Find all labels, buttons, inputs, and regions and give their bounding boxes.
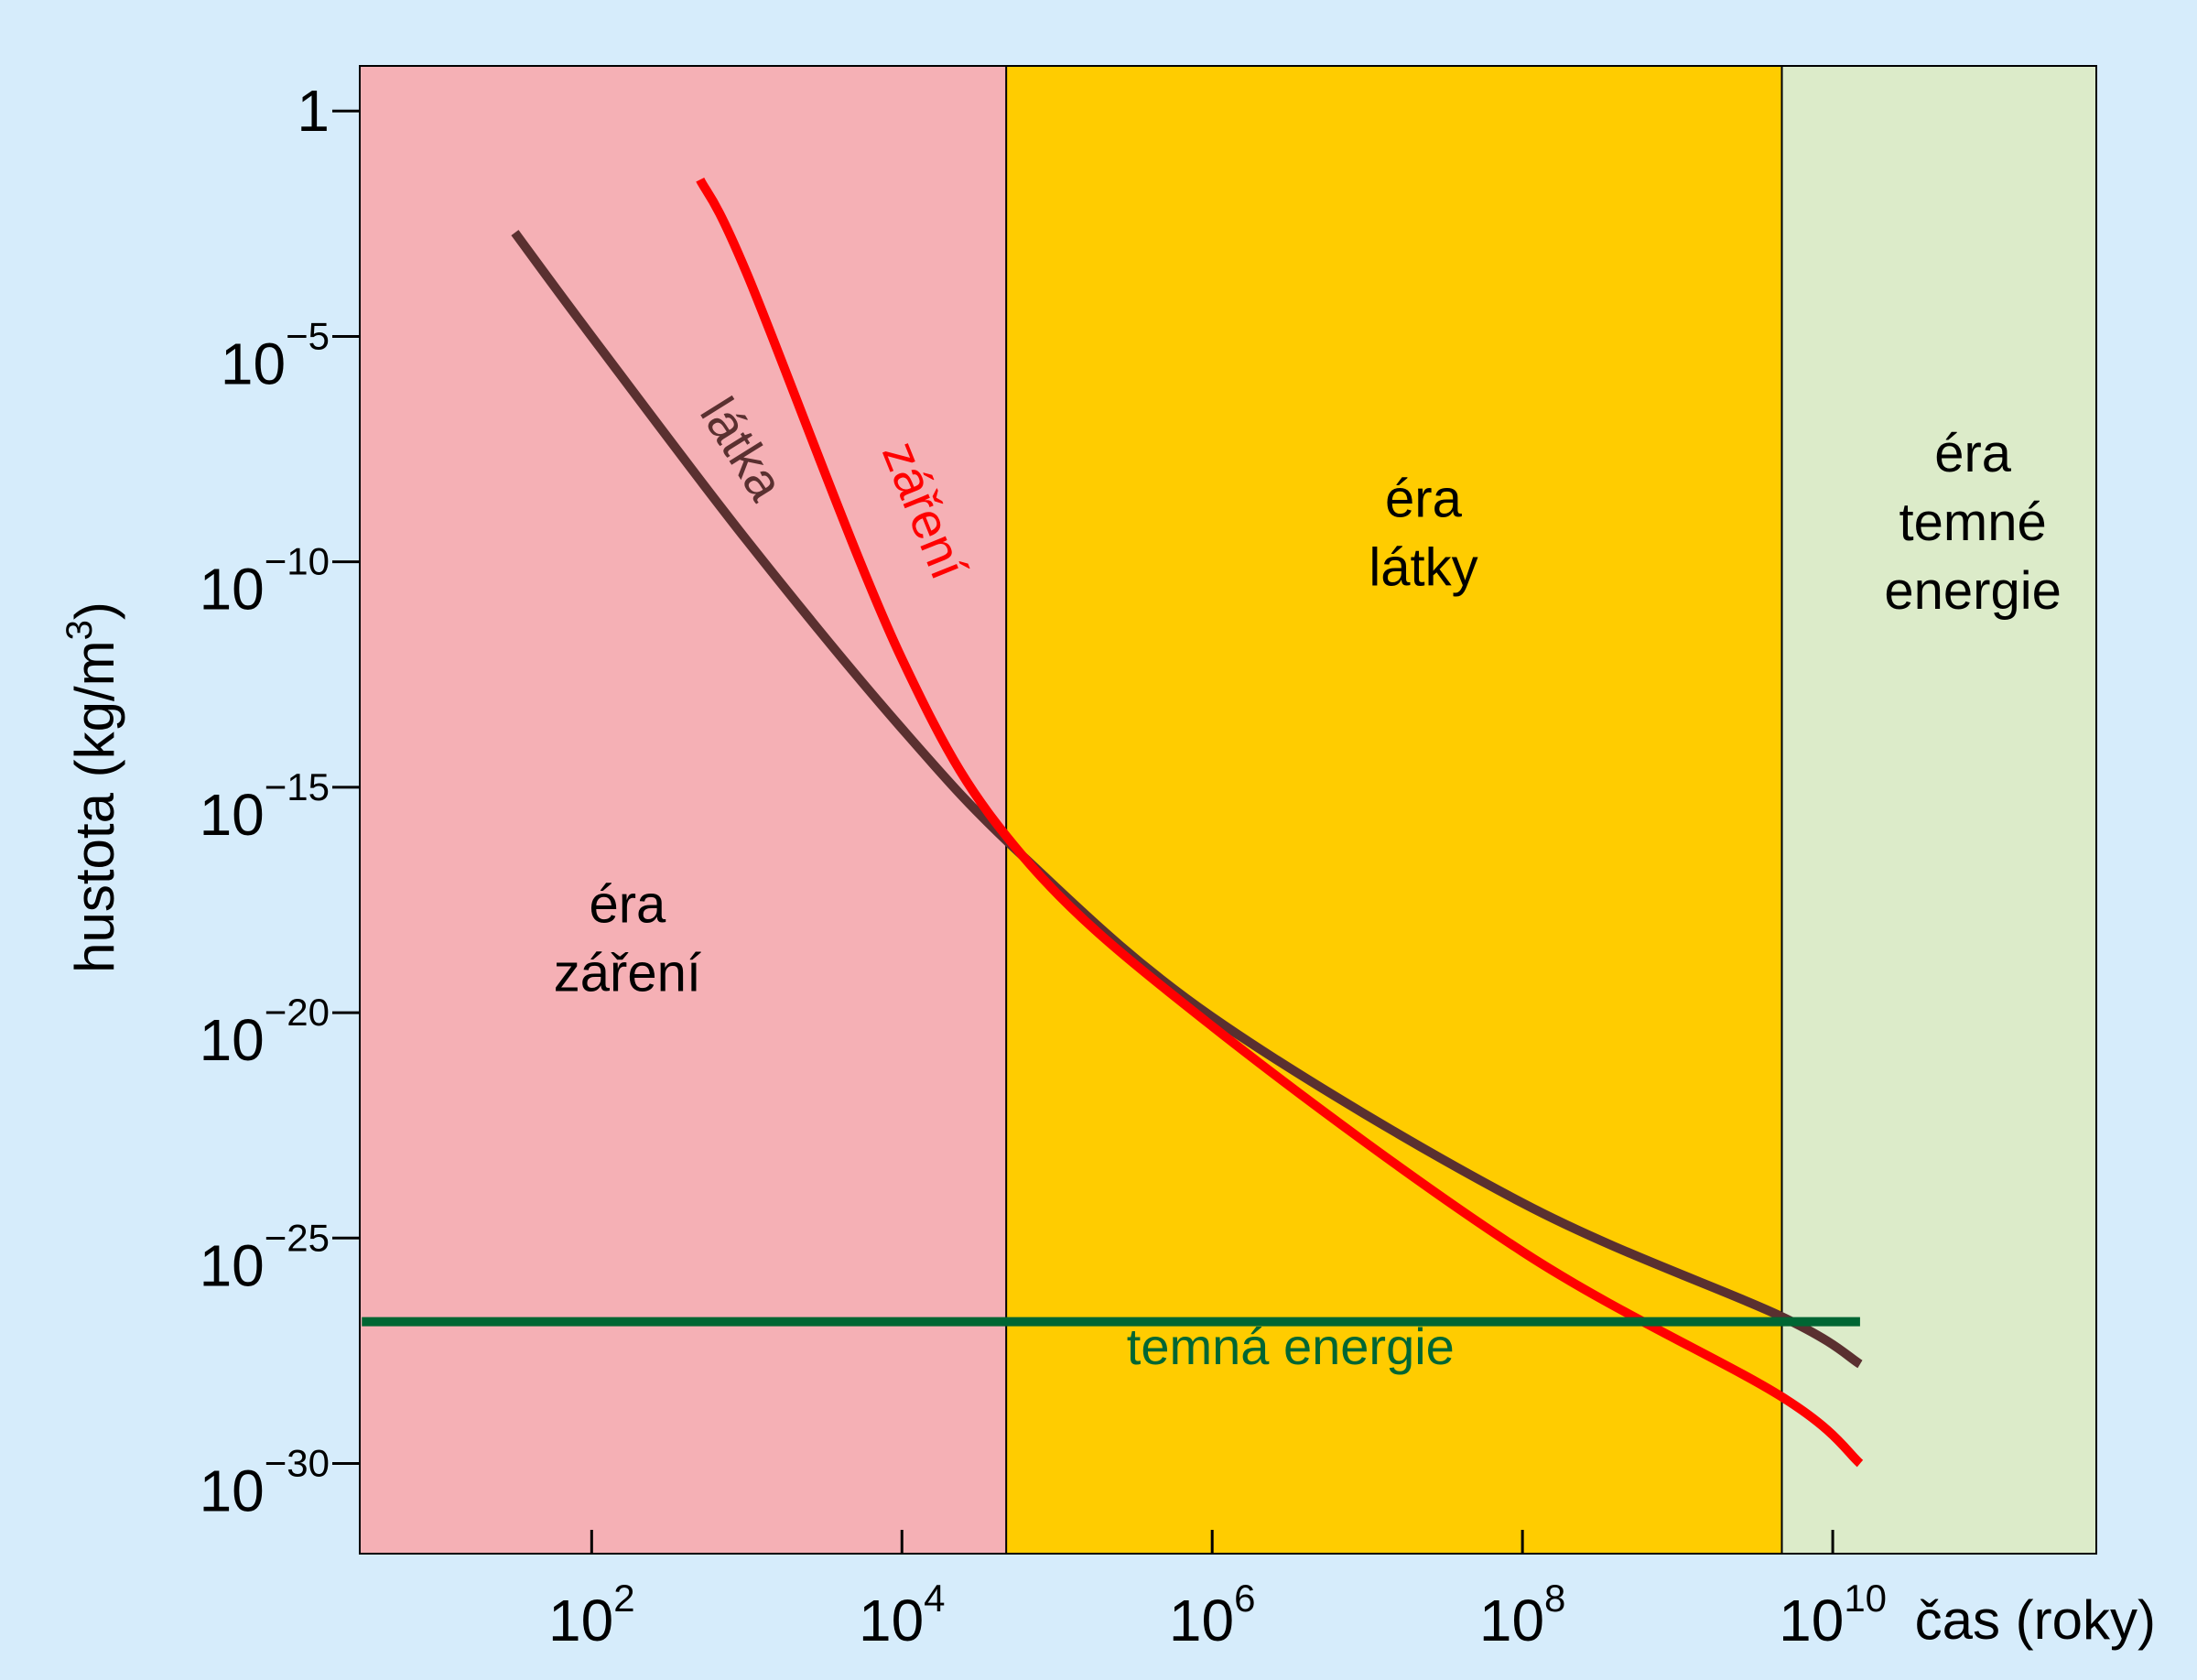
- y-axis-title-sup: 3: [60, 620, 100, 640]
- plot-frame: [359, 65, 2097, 1555]
- y-axis-title: hustota (kg/m3): [60, 602, 125, 973]
- x-tick-label: 108: [1479, 1577, 1566, 1653]
- y-axis-title-main: hustota (kg/m: [64, 640, 125, 973]
- y-tick-label: 10−10: [200, 540, 330, 623]
- y-axis-ticks: 1 10−5 10−10 10−15 10−20 10−25 10−30: [200, 78, 360, 1524]
- era-matter-band: [1006, 66, 1782, 1554]
- x-tick-label: 102: [548, 1577, 635, 1653]
- series-line-zareni: [696, 177, 1864, 1468]
- y-axis-title-end: ): [64, 602, 125, 620]
- era-dark-energy-label: energie: [1884, 561, 2061, 621]
- x-tick-label: 104: [859, 1577, 946, 1653]
- era-dark-energy-label: éra: [1934, 424, 2012, 483]
- era-dark-energy-band: [1781, 66, 2096, 1554]
- era-labels: éra záření éra látky éra temné energie: [554, 424, 2062, 1003]
- x-axis-title: čas (roky): [1915, 1589, 2156, 1651]
- era-radiation-band: [360, 66, 1007, 1554]
- y-tick-label: 10−30: [200, 1442, 330, 1524]
- y-tick-label: 10−20: [200, 991, 330, 1073]
- era-radiation-label: éra: [589, 875, 666, 935]
- y-tick-label: 1: [297, 78, 330, 144]
- era-backgrounds: [360, 66, 2096, 1554]
- y-tick-label: 10−25: [200, 1216, 330, 1298]
- era-matter-label: éra: [1385, 469, 1463, 528]
- era-matter-label: látky: [1369, 537, 1477, 597]
- era-dark-energy-label: temné: [1899, 493, 2047, 552]
- series-curves: [362, 177, 1864, 1468]
- y-tick-label: 10−15: [200, 765, 330, 848]
- curve-label-temna-energie: temná energie: [1127, 1317, 1455, 1375]
- x-axis-ticks: 102 104 106 108 1010: [548, 1530, 1887, 1653]
- y-tick-label: 10−5: [221, 314, 330, 396]
- x-tick-label: 1010: [1779, 1577, 1887, 1653]
- era-radiation-label: záření: [554, 944, 701, 1003]
- x-tick-label: 106: [1169, 1577, 1256, 1653]
